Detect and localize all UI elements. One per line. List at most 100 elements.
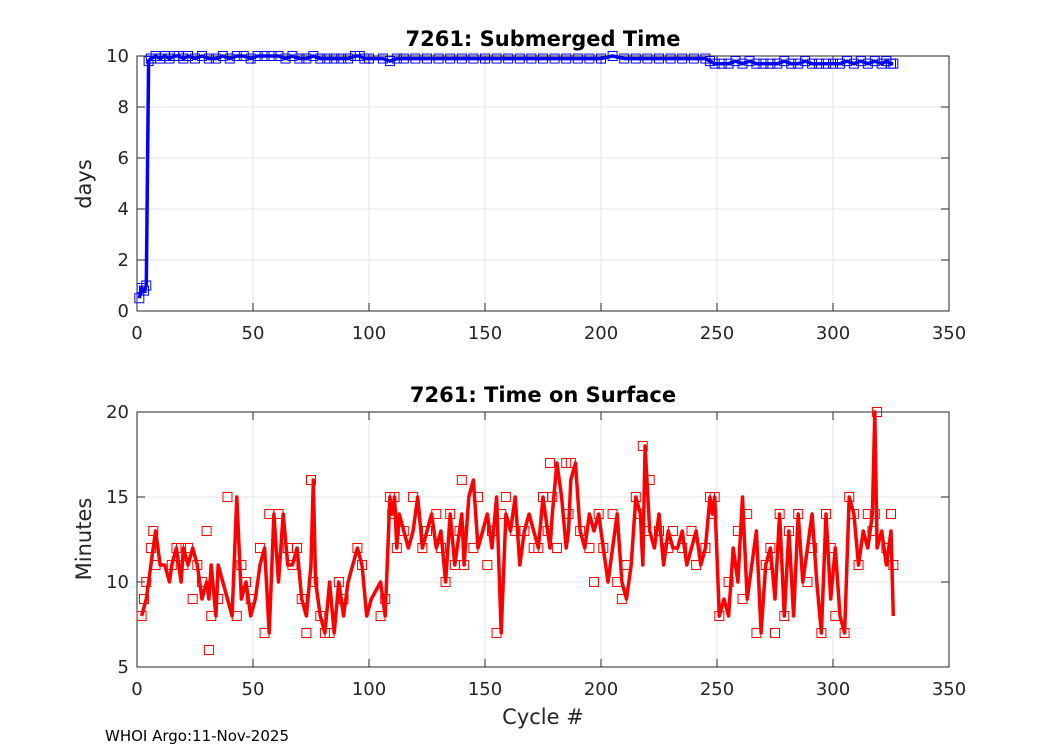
time-on-surface-data-point: [830, 611, 841, 621]
submerged-time-data-point: [800, 56, 811, 67]
time-on-surface-xtick-label: 300: [816, 679, 850, 700]
time-on-surface-data-point: [178, 560, 189, 570]
time-on-surface-data-point: [667, 526, 678, 536]
time-on-surface-data-point: [737, 594, 748, 604]
submerged-time-data-point: [456, 53, 467, 64]
submerged-time-data-point: [480, 53, 490, 64]
submerged-time-data-point: [630, 53, 641, 64]
time-on-surface-data-point: [886, 509, 896, 519]
time-on-surface-data-point: [593, 509, 604, 519]
time-on-surface-data-point: [245, 594, 256, 604]
submerged-time-data-point: [329, 53, 340, 64]
time-on-surface-xlabel: Cycle #: [502, 705, 584, 729]
time-on-surface-data-point: [148, 526, 159, 536]
submerged-time-xtick-label: 100: [352, 323, 386, 344]
time-on-surface-data-point: [867, 526, 878, 536]
submerged-time-ytick-label: 2: [118, 250, 129, 271]
submerged-time-xtick-label: 300: [816, 323, 850, 344]
submerged-time-data-point: [584, 53, 595, 64]
submerged-time-data-point: [828, 58, 838, 69]
time-on-surface-data-point: [888, 560, 899, 570]
submerged-time-data-point: [751, 58, 762, 69]
time-on-surface-data-point: [547, 492, 558, 502]
time-on-surface-data-point: [663, 543, 674, 553]
submerged-time-data-point: [665, 53, 676, 64]
time-on-surface-xtick-label: 150: [468, 679, 502, 700]
time-on-surface-data-point: [456, 475, 467, 485]
submerged-time-data-point: [855, 56, 866, 67]
submerged-time-data-point: [607, 51, 618, 61]
time-on-surface-data-point: [621, 560, 632, 570]
time-on-surface-data-point: [714, 611, 725, 621]
time-on-surface-axes-box: [136, 411, 950, 668]
time-on-surface-data-point: [422, 526, 432, 536]
time-on-surface-data-point: [770, 628, 780, 638]
submerged-time-data-point: [526, 53, 537, 64]
submerged-time-data-point: [848, 58, 859, 69]
time-on-surface-data-point: [869, 509, 880, 519]
time-on-surface-data-point: [751, 628, 762, 638]
time-on-surface-series-line: [139, 410, 896, 635]
submerged-time-data-point: [301, 53, 312, 64]
time-on-surface-data-point: [630, 492, 641, 502]
submerged-time-data-point: [779, 56, 790, 67]
time-on-surface-data-point: [612, 577, 623, 587]
submerged-time-xtick-label: 250: [700, 323, 734, 344]
time-on-surface-data-point: [700, 543, 711, 553]
submerged-time-data-point: [343, 53, 354, 64]
time-on-surface-ytick-label: 10: [106, 572, 129, 593]
time-on-surface-data-point: [598, 543, 609, 553]
time-on-surface-data-point: [707, 509, 718, 519]
time-on-surface-data-point: [616, 594, 627, 604]
time-on-surface-data-point: [732, 526, 743, 536]
submerged-time-data-point: [491, 53, 502, 64]
submerged-time-ytick-label: 0: [118, 301, 129, 322]
submerged-time-data-point: [422, 53, 432, 64]
time-on-surface-data-point: [176, 543, 187, 553]
time-on-surface-data-point: [417, 543, 428, 553]
time-on-surface-xtick-label: 50: [242, 679, 265, 700]
time-on-surface-data-point: [166, 560, 177, 570]
submerged-time-data-point: [807, 58, 818, 69]
time-on-surface-data-point: [544, 458, 555, 468]
submerged-time-data-point: [294, 53, 305, 64]
time-on-surface-data-point: [380, 594, 391, 604]
time-on-surface-title: 7261: Time on Surface: [410, 383, 676, 407]
submerged-time-data-point: [322, 53, 333, 64]
time-on-surface-ylabel: Minutes: [72, 498, 96, 581]
submerged-time-ytick-label: 10: [106, 46, 129, 67]
footer-credit: WHOI Argo:11-Nov-2025: [105, 727, 289, 745]
time-on-surface-data-point: [273, 509, 284, 519]
submerged-time-data-point: [391, 53, 402, 64]
time-on-surface-data-point: [150, 560, 161, 570]
time-on-surface-data-point: [589, 577, 600, 587]
submerged-time-data-point: [709, 58, 720, 69]
time-on-surface-data-point: [635, 509, 646, 519]
time-on-surface-data-point: [187, 594, 198, 604]
submerged-time-data-point: [445, 53, 456, 64]
time-on-surface-ytick-label: 5: [118, 657, 129, 678]
submerged-time-data-point: [793, 58, 804, 69]
submerged-time-data-point: [869, 56, 880, 67]
submerged-time-data-point: [308, 51, 319, 61]
time-on-surface-data-point: [607, 509, 618, 519]
submerged-time-data-point: [723, 58, 734, 69]
time-on-surface-data-point: [203, 645, 214, 655]
time-on-surface-data-point: [816, 628, 827, 638]
time-on-surface-data-point: [454, 526, 465, 536]
time-on-surface-data-point: [308, 577, 319, 587]
submerged-time-series-line: [137, 54, 894, 299]
submerged-time-data-point: [888, 58, 899, 69]
time-on-surface-data-point: [375, 611, 386, 621]
time-on-surface-data-point: [542, 526, 553, 536]
time-on-surface-data-point: [637, 441, 648, 451]
time-on-surface-data-point: [201, 526, 212, 536]
submerged-time-xtick-label: 200: [584, 323, 618, 344]
submerged-time-data-point: [377, 53, 388, 64]
time-on-surface-data-point: [765, 543, 776, 553]
time-on-surface-data-point: [352, 543, 363, 553]
time-on-surface-data-point: [486, 526, 497, 536]
time-on-surface-data-point: [141, 577, 152, 587]
time-on-surface-data-point: [565, 458, 576, 468]
